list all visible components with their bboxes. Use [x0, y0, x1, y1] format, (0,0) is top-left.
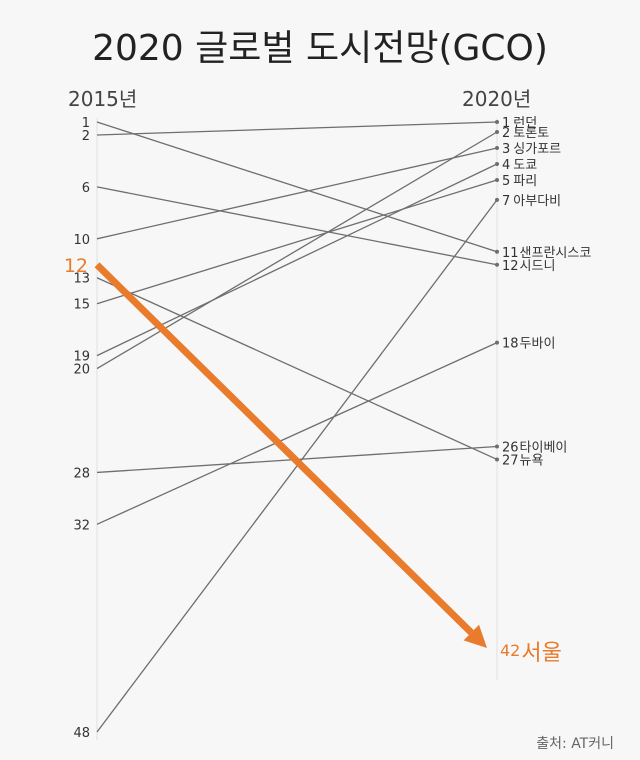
right-tick-rank: 7: [502, 194, 510, 209]
series-endpoint-두바이: [495, 340, 499, 345]
series-endpoint-런던: [495, 120, 499, 124]
right-tick-city: 파리: [513, 174, 537, 189]
right-tick-city: 타이베이: [520, 440, 568, 455]
right-tick-label: 4 도쿄: [502, 158, 537, 173]
right-tick-city: 토론토: [513, 126, 549, 141]
series-lines: [94, 120, 499, 733]
right-tick-label: 26타이베이: [502, 440, 567, 455]
right-tick-city: 서울: [521, 641, 561, 666]
right-tick-rank: 12: [502, 259, 519, 274]
left-tick-label: 32: [73, 518, 90, 533]
left-tick-label: 13: [73, 272, 90, 287]
left-tick-label: 2: [82, 129, 90, 144]
right-tick-label: 1 런던: [502, 116, 537, 131]
right-tick-rank: 11: [502, 246, 519, 261]
left-column-label: 2015년: [68, 87, 137, 111]
right-tick-rank: 3: [502, 142, 510, 157]
series-endpoint-싱가포르: [495, 146, 499, 150]
right-tick-label: 27뉴욕: [502, 453, 544, 468]
right-tick-label: 3 싱가포르: [502, 142, 561, 157]
right-tick-rank: 4: [502, 158, 510, 173]
right-tick-label: 11샌프란시스코: [502, 246, 591, 261]
right-tick-rank: 18: [502, 337, 519, 352]
right-tick-rank: 27: [502, 453, 519, 468]
right-tick-label: 12시드니: [502, 259, 555, 274]
series-line-토론토: [96, 131, 498, 370]
series-endpoint-샌프란시스코: [495, 249, 499, 254]
series-endpoint-뉴욕: [495, 457, 499, 462]
series-line-뉴욕: [96, 277, 498, 461]
series-line-시드니: [96, 186, 498, 266]
right-column-label: 2020년: [462, 87, 531, 111]
right-tick-city: 뉴욕: [520, 453, 544, 468]
right-tick-city: 샌프란시스코: [520, 246, 592, 261]
series-line-두바이: [96, 342, 498, 525]
series-line-파리: [96, 179, 498, 305]
left-tick-label: 10: [73, 233, 90, 248]
series-endpoint-아부다비: [495, 197, 499, 202]
highlight-arrowhead: [463, 624, 487, 648]
right-tick-city: 시드니: [520, 259, 556, 274]
left-tick-label: 48: [73, 726, 90, 741]
right-tick-label: 5 파리: [502, 174, 537, 189]
series-endpoint-도쿄: [495, 162, 499, 166]
series-endpoint-시드니: [495, 262, 499, 267]
series-endpoint-타이베이: [495, 444, 499, 449]
series-line-런던: [96, 121, 498, 136]
series-line-샌프란시스코: [96, 121, 498, 253]
right-tick-city: 아부다비: [513, 194, 561, 209]
right-tick-rank: 1: [502, 116, 510, 131]
series-endpoint-토론토: [495, 130, 499, 134]
right-tick-label: 7 아부다비: [502, 194, 561, 209]
left-tick-label: 1: [82, 116, 90, 131]
right-tick-city: 런던: [513, 116, 537, 131]
right-tick-rank: 5: [502, 174, 510, 189]
series-endpoint-파리: [495, 178, 499, 182]
right-tick-city: 두바이: [520, 337, 556, 352]
right-tick-rank: 42: [500, 641, 520, 660]
left-tick-label: 12: [64, 255, 88, 277]
right-tick-city: 싱가포르: [513, 142, 561, 157]
right-tick-rank: 2: [502, 126, 510, 141]
left-tick-label: 28: [73, 466, 90, 481]
right-tick-label: 42서울: [500, 641, 562, 666]
right-tick-city: 도쿄: [513, 158, 537, 173]
highlight-line-서울: [94, 262, 474, 636]
right-tick-label: 2 토론토: [502, 126, 549, 141]
right-tick-label: 18두바이: [502, 337, 555, 352]
source-note: 출처: AT커니: [536, 736, 614, 752]
series-line-도쿄: [96, 163, 498, 357]
left-tick-label: 6: [82, 181, 90, 196]
left-tick-label: 19: [73, 350, 90, 365]
chart-title: 2020 글로벌 도시전망(GCO): [92, 28, 548, 69]
left-tick-label: 15: [73, 298, 90, 313]
right-tick-rank: 26: [502, 440, 519, 455]
left-tick-label: 20: [73, 363, 90, 378]
series-line-싱가포르: [96, 147, 498, 240]
